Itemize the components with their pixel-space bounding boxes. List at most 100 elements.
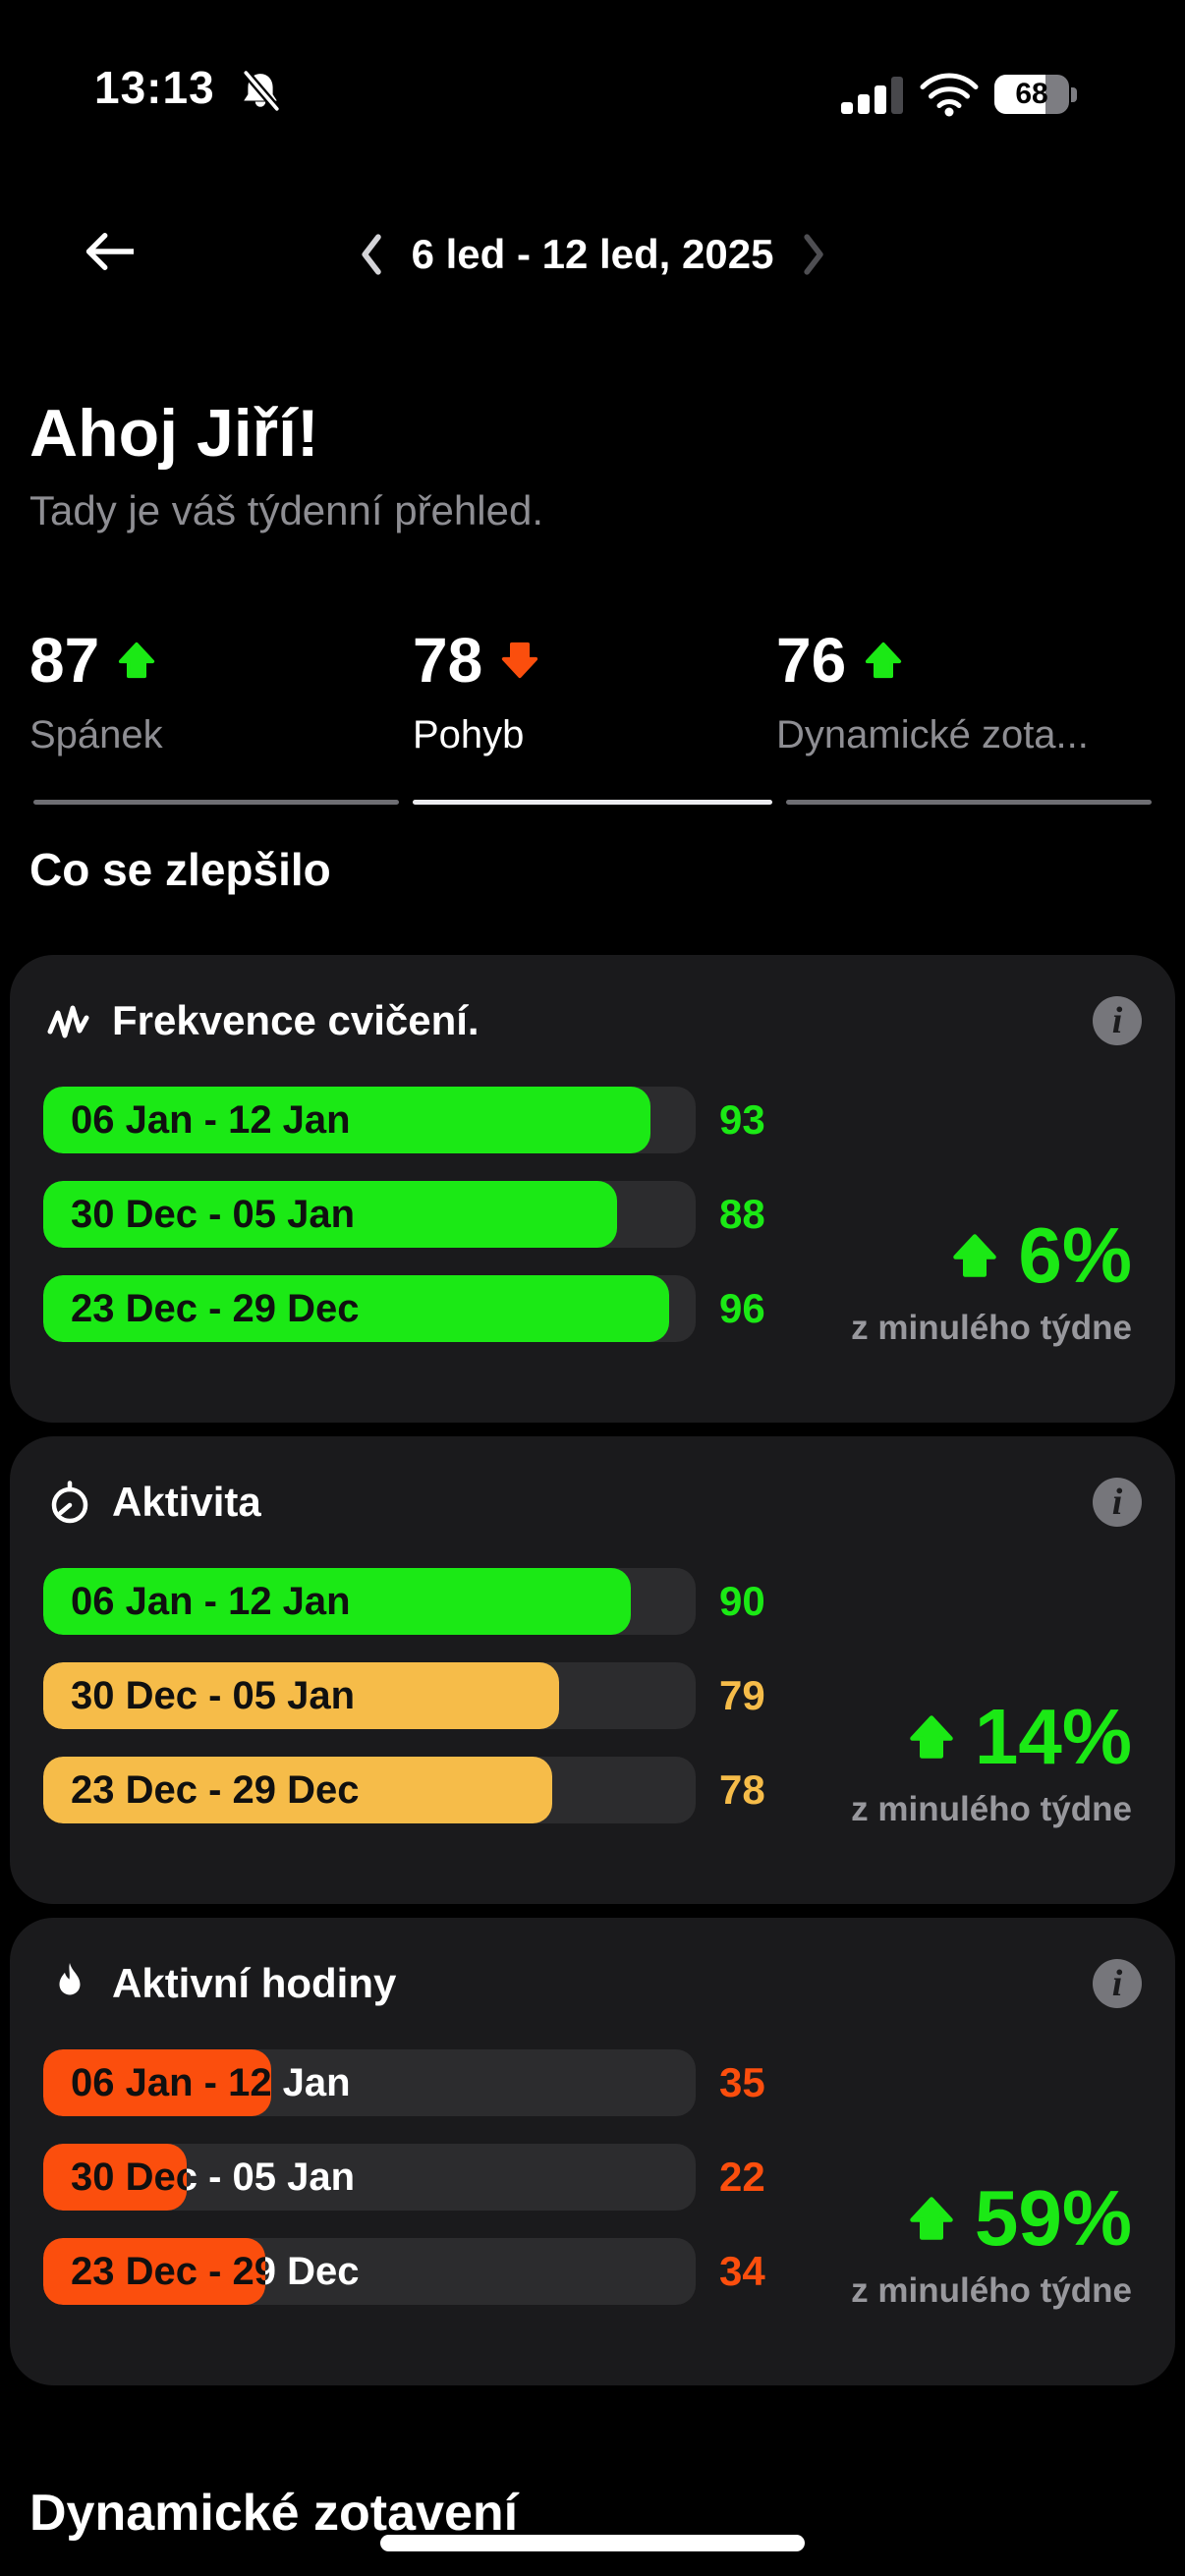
trend-up-icon <box>951 1232 998 1279</box>
status-time: 13:13 <box>94 62 215 113</box>
section-title: Co se zlepšilo <box>29 844 331 895</box>
bar-track: 23 Dec - 29 Dec 23 Dec - 29 Dec <box>43 1275 696 1342</box>
card-title: Aktivita <box>112 1479 261 1525</box>
bar-row: 06 Jan - 12 Jan 06 Jan - 12 Jan 35 <box>43 2049 765 2116</box>
card-aktivni-hodiny: Aktivní hodiny i 06 Jan - 12 Jan 06 Jan … <box>10 1918 1175 2385</box>
bar-track: 30 Dec - 05 Jan 30 Dec - 05 Jan <box>43 2144 696 2211</box>
bar-row: 30 Dec - 05 Jan 30 Dec - 05 Jan 88 <box>43 1181 765 1248</box>
bar-value: 35 <box>719 2059 765 2105</box>
date-range-label: 6 led - 12 led, 2025 <box>411 231 774 277</box>
bar-label: 30 Dec - 05 Jan <box>71 1674 356 1717</box>
trend-up-icon <box>908 1713 955 1761</box>
bar-label: 23 Dec - 29 Dec <box>71 1768 360 1812</box>
bar-fill <box>43 1757 552 1823</box>
bar-fill <box>43 2238 265 2305</box>
trend-up-icon <box>864 641 903 680</box>
bar-fill <box>43 2144 188 2211</box>
weekly-change: 14% z minulého týdne <box>851 1698 1132 1829</box>
bar-fill <box>43 1087 650 1153</box>
bar-fill <box>43 1662 559 1729</box>
bar-track: 23 Dec - 29 Dec 23 Dec - 29 Dec <box>43 2238 696 2305</box>
bar-value: 90 <box>719 1578 765 1624</box>
metric-value: 78 <box>413 625 483 696</box>
bar-fill <box>43 1275 670 1342</box>
tab-dynamicke-zotaveni[interactable]: 76 Dynamické zota... <box>776 629 1089 757</box>
bar-value: 78 <box>719 1766 765 1813</box>
card-title: Frekvence cvičení. <box>112 997 480 1043</box>
change-percent: 14% <box>974 1693 1132 1780</box>
trend-up-icon <box>117 641 156 680</box>
battery-level <box>994 75 1045 114</box>
tab-indicator-segment <box>33 800 399 805</box>
bar-row: 30 Dec - 05 Jan 30 Dec - 05 Jan 79 <box>43 1662 765 1729</box>
change-caption: z minulého týdne <box>851 1790 1132 1828</box>
change-caption: z minulého týdne <box>851 2271 1132 2310</box>
chevron-left-icon <box>362 234 381 275</box>
tab-spanek[interactable]: 87 Spánek <box>29 629 163 757</box>
bar-value: 34 <box>719 2248 765 2294</box>
bar-value: 96 <box>719 1285 765 1331</box>
info-icon[interactable]: i <box>1093 1959 1142 2008</box>
bar-row: 06 Jan - 12 Jan 06 Jan - 12 Jan 93 <box>43 1087 765 1153</box>
battery-nub <box>1071 86 1077 102</box>
metric-label: Spánek <box>29 713 163 756</box>
bar-value: 88 <box>719 1191 765 1237</box>
date-navigator: 6 led - 12 led, 2025 <box>359 226 827 283</box>
bar-row: 06 Jan - 12 Jan 06 Jan - 12 Jan 90 <box>43 1568 765 1635</box>
bar-track: 06 Jan - 12 Jan 06 Jan - 12 Jan <box>43 2049 696 2116</box>
weekly-change: 59% z minulého týdne <box>851 2179 1132 2311</box>
bar-label: 30 Dec - 05 Jan <box>71 2156 188 2199</box>
flame-icon <box>45 1959 94 2008</box>
battery-icon: 68 <box>994 75 1077 114</box>
bar-row: 30 Dec - 05 Jan 30 Dec - 05 Jan 22 <box>43 2144 765 2211</box>
bar-value: 22 <box>719 2154 765 2200</box>
back-arrow-icon <box>85 233 137 270</box>
card-title: Aktivní hodiny <box>112 1960 397 2006</box>
next-week-button[interactable] <box>801 232 826 277</box>
metric-value: 87 <box>29 625 100 696</box>
wifi-icon <box>920 73 979 118</box>
bar-label: 06 Jan - 12 Jan <box>71 1580 351 1623</box>
prev-week-button[interactable] <box>359 232 384 277</box>
cellular-signal-icon <box>841 75 904 114</box>
card-frekvence-cviceni: Frekvence cvičení. i 06 Jan - 12 Jan 06 … <box>10 955 1175 1423</box>
weekly-change: 6% z minulého týdne <box>851 1216 1132 1348</box>
notifications-muted-icon <box>240 70 281 112</box>
trend-up-icon <box>908 2195 955 2242</box>
page-title: Ahoj Jiří! <box>29 396 319 471</box>
change-caption: z minulého týdne <box>851 1309 1132 1347</box>
pulse-icon <box>45 996 94 1045</box>
bar-row: 23 Dec - 29 Dec 23 Dec - 29 Dec 78 <box>43 1757 765 1823</box>
bar-fill <box>43 2049 272 2116</box>
change-percent: 59% <box>974 2174 1132 2262</box>
trend-down-icon <box>500 641 539 680</box>
bar-fill <box>43 1181 618 1248</box>
metric-value: 76 <box>776 625 847 696</box>
bar-label: 06 Jan - 12 Jan <box>71 1098 351 1142</box>
battery-percent: 68 <box>1015 78 1048 110</box>
next-section-title: Dynamické zotavení <box>29 2485 519 2542</box>
bar-label: 30 Dec - 05 Jan <box>71 1193 356 1236</box>
bar-label: 23 Dec - 29 Dec <box>71 2250 265 2293</box>
bar-fill <box>43 1568 631 1635</box>
home-indicator[interactable] <box>380 2535 805 2551</box>
bar-value: 79 <box>719 1672 765 1718</box>
bar-track: 06 Jan - 12 Jan 06 Jan - 12 Jan <box>43 1568 696 1635</box>
tab-indicator-segment <box>413 800 772 805</box>
info-icon[interactable]: i <box>1093 996 1142 1045</box>
back-button[interactable] <box>83 228 137 279</box>
stopwatch-icon <box>45 1478 94 1527</box>
page-subtitle: Tady je váš týdenní přehled. <box>29 487 543 533</box>
tab-indicator-segment <box>786 800 1152 805</box>
bar-track: 23 Dec - 29 Dec 23 Dec - 29 Dec <box>43 1757 696 1823</box>
change-percent: 6% <box>1018 1211 1132 1299</box>
bar-track: 30 Dec - 05 Jan 30 Dec - 05 Jan <box>43 1662 696 1729</box>
info-icon[interactable]: i <box>1093 1478 1142 1527</box>
card-aktivita: Aktivita i 06 Jan - 12 Jan 06 Jan - 12 J… <box>10 1436 1175 1904</box>
bar-track: 30 Dec - 05 Jan 30 Dec - 05 Jan <box>43 1181 696 1248</box>
tab-pohyb[interactable]: 78 Pohyb <box>413 629 539 757</box>
bar-value: 93 <box>719 1096 765 1143</box>
bar-track: 06 Jan - 12 Jan 06 Jan - 12 Jan <box>43 1087 696 1153</box>
bar-row: 23 Dec - 29 Dec 23 Dec - 29 Dec 34 <box>43 2238 765 2305</box>
